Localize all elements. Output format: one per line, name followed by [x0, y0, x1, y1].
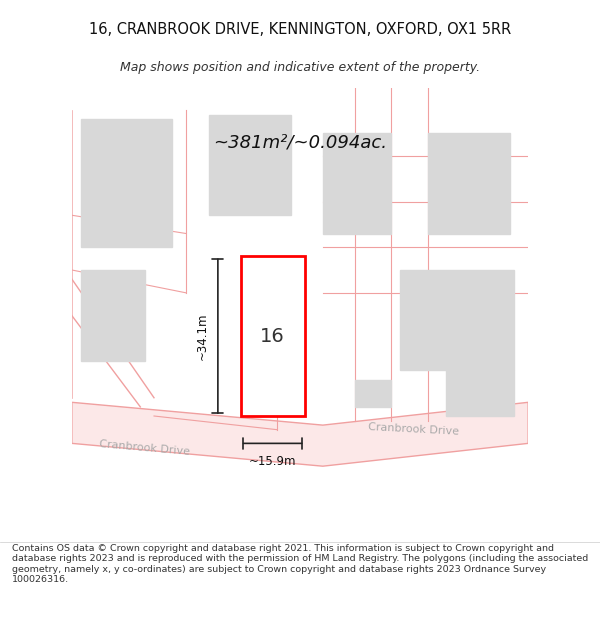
- Text: 16, CRANBROOK DRIVE, KENNINGTON, OXFORD, OX1 5RR: 16, CRANBROOK DRIVE, KENNINGTON, OXFORD,…: [89, 21, 511, 36]
- Bar: [81, 270, 145, 361]
- Text: ~15.9m: ~15.9m: [249, 455, 296, 468]
- Polygon shape: [72, 402, 528, 466]
- Bar: [446, 371, 514, 416]
- Text: ~34.1m: ~34.1m: [196, 312, 208, 360]
- Bar: [400, 270, 514, 371]
- Text: 16: 16: [260, 327, 285, 346]
- Bar: [323, 133, 391, 234]
- Text: ~381m²/~0.094ac.: ~381m²/~0.094ac.: [213, 133, 387, 151]
- Bar: [355, 379, 391, 407]
- Text: Cranbrook Drive: Cranbrook Drive: [368, 422, 460, 437]
- Text: Cranbrook Drive: Cranbrook Drive: [99, 439, 191, 457]
- Bar: [81, 119, 172, 247]
- Text: Map shows position and indicative extent of the property.: Map shows position and indicative extent…: [120, 61, 480, 74]
- Bar: [241, 256, 305, 416]
- Bar: [428, 133, 510, 234]
- Bar: [209, 115, 291, 215]
- Text: Contains OS data © Crown copyright and database right 2021. This information is : Contains OS data © Crown copyright and d…: [12, 544, 588, 584]
